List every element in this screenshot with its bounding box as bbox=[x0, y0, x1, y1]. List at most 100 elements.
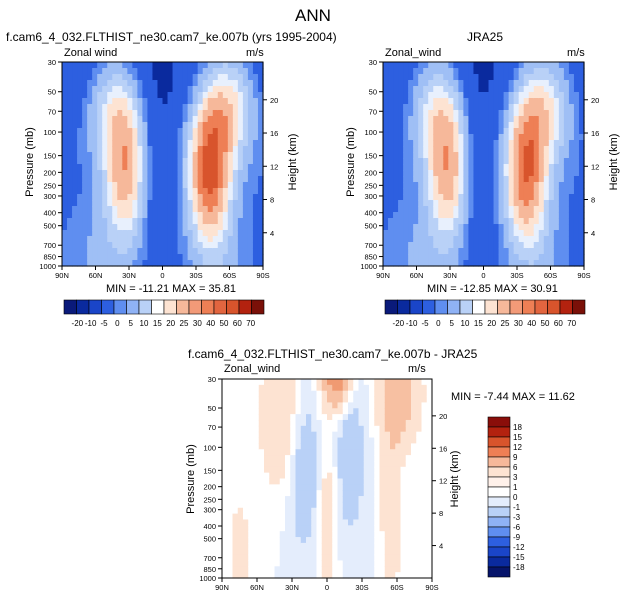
field-cell bbox=[405, 414, 412, 421]
field-cell bbox=[433, 194, 439, 201]
field-cell bbox=[398, 218, 404, 225]
field-cell bbox=[363, 449, 370, 456]
field-cell bbox=[82, 194, 88, 201]
field-cell bbox=[488, 188, 495, 195]
field-cell bbox=[62, 128, 68, 135]
field-cell bbox=[67, 248, 73, 255]
field-cell bbox=[237, 74, 244, 81]
y-tick-label: 850 bbox=[203, 565, 216, 574]
field-cell bbox=[112, 74, 118, 81]
field-cell bbox=[227, 466, 234, 474]
field-cell bbox=[264, 443, 270, 450]
field-cell bbox=[421, 402, 428, 409]
field-cell bbox=[274, 542, 281, 550]
field-cell bbox=[217, 188, 224, 195]
field-cell bbox=[207, 116, 214, 123]
field-cell bbox=[67, 182, 73, 189]
field-cell bbox=[212, 152, 219, 159]
field-cell bbox=[421, 484, 428, 491]
field-cell bbox=[384, 537, 391, 544]
field-cell bbox=[147, 182, 154, 189]
field-cell bbox=[321, 572, 328, 579]
field-cell bbox=[107, 86, 113, 93]
field-cell bbox=[528, 218, 535, 225]
field-cell bbox=[127, 158, 133, 165]
x-tick-label: 90N bbox=[376, 271, 390, 280]
field-cell bbox=[248, 566, 255, 573]
field-cell bbox=[488, 146, 495, 153]
field-cell bbox=[237, 248, 244, 255]
field-cell bbox=[483, 254, 490, 261]
field-cell bbox=[483, 206, 490, 213]
field-cell bbox=[87, 62, 93, 69]
field-cell bbox=[453, 248, 459, 255]
panel1-minmax: MIN = -11.21 MAX = 35.81 bbox=[106, 283, 237, 295]
field-cell bbox=[558, 122, 565, 129]
field-cell bbox=[508, 230, 515, 237]
field-cell bbox=[353, 525, 360, 532]
field-cell bbox=[167, 218, 174, 225]
field-cell bbox=[257, 194, 264, 201]
field-cell bbox=[463, 182, 470, 189]
field-cell bbox=[237, 146, 244, 153]
field-cell bbox=[212, 230, 219, 237]
field-cell bbox=[342, 443, 349, 450]
field-cell bbox=[127, 152, 133, 159]
field-cell bbox=[97, 218, 103, 225]
field-cell bbox=[548, 146, 555, 153]
field-cell bbox=[400, 484, 407, 491]
field-cell bbox=[332, 455, 339, 462]
field-cell bbox=[438, 122, 444, 129]
field-cell bbox=[426, 537, 433, 544]
field-cell bbox=[300, 548, 307, 556]
field-cell bbox=[518, 158, 525, 165]
field-cell bbox=[463, 74, 470, 81]
field-cell bbox=[212, 68, 219, 75]
field-cell bbox=[172, 254, 179, 261]
field-cell bbox=[548, 110, 555, 117]
field-cell bbox=[137, 110, 143, 117]
field-cell bbox=[77, 170, 83, 177]
field-cell bbox=[332, 384, 339, 392]
field-cell bbox=[408, 68, 414, 75]
field-cell bbox=[242, 224, 249, 231]
field-cell bbox=[182, 68, 189, 75]
field-cell bbox=[348, 478, 354, 485]
field-cell bbox=[248, 379, 255, 386]
field-cell bbox=[137, 116, 143, 123]
field-cell bbox=[416, 501, 423, 509]
field-cell bbox=[413, 218, 419, 225]
field-cell bbox=[518, 200, 525, 207]
field-cell bbox=[468, 236, 475, 243]
field-cell bbox=[558, 176, 565, 183]
field-cell bbox=[463, 158, 470, 165]
field-cell bbox=[528, 128, 535, 135]
field-cell bbox=[177, 164, 184, 171]
field-cell bbox=[127, 218, 133, 225]
field-cell bbox=[443, 248, 449, 255]
field-cell bbox=[468, 80, 475, 87]
field-cell bbox=[403, 206, 409, 213]
field-cell bbox=[253, 384, 260, 392]
field-cell bbox=[212, 200, 219, 207]
field-cell bbox=[369, 531, 375, 538]
field-cell bbox=[264, 396, 270, 404]
field-cell bbox=[418, 134, 424, 141]
field-cell bbox=[374, 419, 381, 427]
field-cell bbox=[172, 104, 179, 111]
field-cell bbox=[311, 501, 318, 509]
field-cell bbox=[142, 254, 149, 261]
field-cell bbox=[379, 548, 386, 556]
field-cell bbox=[295, 501, 302, 509]
field-cell bbox=[107, 62, 113, 69]
colorbar-cell bbox=[487, 416, 511, 428]
field-cell bbox=[92, 140, 98, 147]
field-cell bbox=[142, 182, 149, 189]
field-cell bbox=[398, 152, 404, 159]
field-cell bbox=[563, 212, 570, 219]
field-cell bbox=[483, 224, 490, 231]
field-cell bbox=[448, 212, 454, 219]
field-cell bbox=[533, 92, 540, 99]
field-cell bbox=[384, 496, 391, 503]
field-cell bbox=[311, 513, 318, 521]
